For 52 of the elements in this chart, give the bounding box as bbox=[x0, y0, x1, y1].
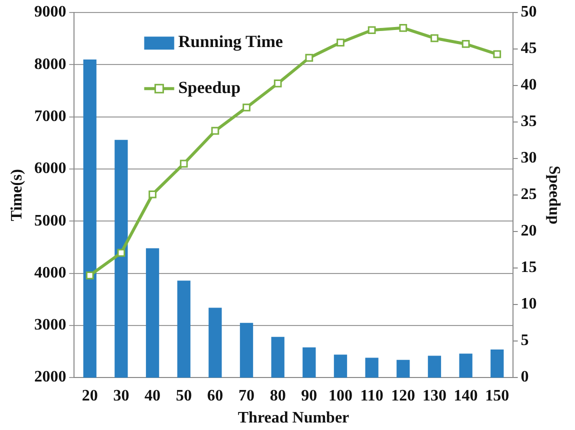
y2-tick-label: 0 bbox=[520, 368, 529, 386]
x-tick-label: 60 bbox=[207, 387, 224, 404]
x-tick-label: 150 bbox=[485, 387, 510, 404]
y2-tick-label: 40 bbox=[520, 76, 537, 94]
y-axis-title: Time(s) bbox=[8, 169, 26, 222]
legend-label: Speedup bbox=[178, 78, 241, 97]
y-tick-label: 8000 bbox=[34, 56, 66, 73]
x-tick-label: 100 bbox=[328, 387, 352, 404]
point bbox=[462, 40, 470, 48]
y-tick-label: 6000 bbox=[34, 160, 66, 178]
point bbox=[305, 54, 314, 62]
y2-tick-label: 15 bbox=[520, 259, 537, 276]
y-tick-label: 5000 bbox=[34, 212, 66, 230]
y-tick-label: 7000 bbox=[34, 108, 66, 126]
x-tick-label: 80 bbox=[270, 387, 286, 404]
point bbox=[242, 104, 250, 112]
point bbox=[493, 50, 502, 58]
y2-tick-label: 5 bbox=[520, 332, 529, 350]
x-tick-label: 40 bbox=[144, 387, 161, 404]
legend-label: Running Time bbox=[178, 32, 284, 51]
x-axis-title: Thread Number bbox=[238, 410, 350, 427]
y2-axis-title: Speedup bbox=[545, 166, 562, 225]
point bbox=[86, 271, 94, 280]
point bbox=[368, 26, 376, 34]
point bbox=[336, 38, 344, 46]
y2-tick-label: 35 bbox=[520, 113, 537, 130]
y-tick-label: 9000 bbox=[34, 4, 66, 21]
x-tick-label: 110 bbox=[360, 387, 384, 404]
point bbox=[430, 34, 438, 42]
y2-tick-label: 10 bbox=[520, 296, 537, 313]
y2-tick-label: 30 bbox=[520, 150, 537, 167]
y2-tick-label: 50 bbox=[520, 4, 537, 21]
point bbox=[399, 24, 408, 32]
x-tick-label: 120 bbox=[391, 387, 416, 404]
x-tick-label: 30 bbox=[113, 387, 130, 404]
point bbox=[148, 190, 156, 198]
y-tick-label: 4000 bbox=[34, 264, 66, 282]
point bbox=[117, 248, 126, 257]
x-tick-label: 90 bbox=[301, 387, 318, 404]
y2-tick-label: 25 bbox=[520, 186, 537, 204]
x-tick-label: 50 bbox=[176, 387, 192, 404]
point bbox=[274, 79, 282, 88]
y-tick-label: 3000 bbox=[34, 316, 66, 334]
x-tick-label: 20 bbox=[82, 387, 98, 404]
y-tick-label: 2000 bbox=[34, 368, 66, 386]
point bbox=[211, 126, 220, 135]
x-tick-label: 130 bbox=[422, 387, 446, 404]
point bbox=[180, 160, 188, 168]
x-tick-label: 70 bbox=[238, 387, 255, 404]
y2-tick-label: 20 bbox=[520, 222, 537, 240]
x-tick-label: 140 bbox=[454, 387, 478, 404]
y2-tick-label: 45 bbox=[520, 40, 537, 58]
